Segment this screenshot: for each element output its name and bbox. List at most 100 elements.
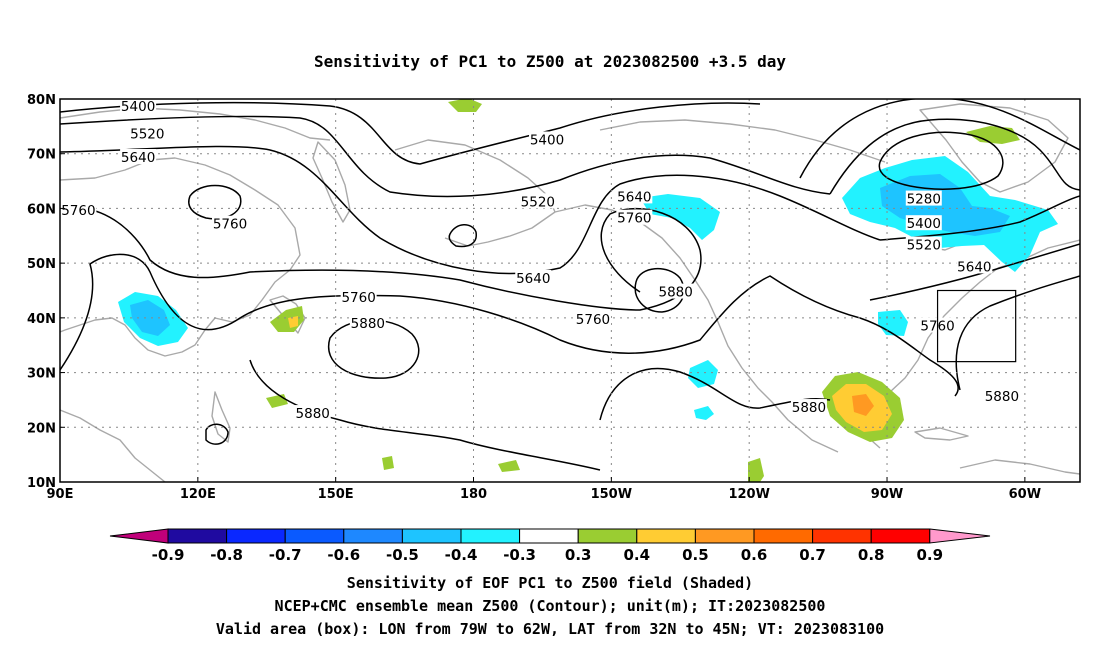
caption-line-2: NCEP+CMC ensemble mean Z500 (Contour); u…: [275, 597, 826, 615]
shade-positive-arctic: [448, 99, 482, 112]
coast-asia: [60, 157, 301, 357]
lat-tick-label: 60N: [27, 202, 56, 217]
contour-5880-east: [955, 275, 1080, 391]
lat-tick-label: 20N: [27, 421, 56, 436]
colorbar-swatch: [167, 528, 228, 544]
lat-tick-label: 70N: [27, 148, 56, 163]
contour-label: 5760: [61, 203, 95, 219]
colorbar-label: -0.6: [327, 546, 360, 564]
contour-5520-west: [60, 115, 831, 198]
contour-5760-cutoff-asia: [188, 184, 242, 220]
colorbar-label: -0.5: [386, 546, 419, 564]
colorbar-swatch: [753, 528, 814, 544]
shade-positive-pacific-dot: [382, 456, 394, 470]
contour-label: 5520: [130, 126, 164, 142]
contour-label: 5640: [516, 271, 550, 287]
shade-positive-greenland: [966, 126, 1020, 144]
lat-tick-label: 50N: [27, 257, 56, 272]
lon-tick-label: 180: [460, 487, 487, 502]
contour-label-bg: [574, 310, 611, 326]
coast-arctic-canada: [599, 119, 886, 163]
contour-label-bg: [212, 215, 248, 231]
coast-indochina: [60, 409, 166, 482]
lon-tick-label: 60W: [1009, 487, 1041, 502]
contour-label-bg: [120, 148, 157, 164]
contour-label: 5400: [530, 132, 564, 148]
shade-negative-gulf-of-alaska: [640, 194, 720, 240]
contour-label: 5640: [121, 150, 155, 166]
lon-tick-label: 150E: [318, 487, 354, 502]
contour-label: 5880: [792, 400, 826, 416]
contour-label-bg: [790, 399, 827, 415]
contour-5520-cutoff: [448, 224, 477, 248]
contour-small-loop: [205, 423, 229, 445]
contour-label-bg: [519, 193, 556, 209]
contour-label: 5760: [617, 211, 651, 227]
contour-label-bg: [120, 99, 157, 114]
colorbar-label: -0.3: [503, 546, 536, 564]
coast-philippines: [211, 391, 231, 443]
contour-5760-east: [869, 243, 1080, 301]
colorbar-swatch: [519, 528, 579, 544]
colorbar-label: 0.6: [741, 546, 768, 564]
colorbar-label: -0.9: [152, 546, 185, 564]
contour-label: 5400: [121, 99, 155, 115]
contour-label-bg: [983, 388, 1020, 404]
colorbar-label: -0.4: [445, 546, 478, 564]
contour-label-bg: [905, 236, 942, 252]
colorbar-swatch: [401, 528, 462, 544]
contour-label-bg: [905, 215, 942, 231]
lon-tick-label: 120W: [728, 487, 769, 502]
contour-label-bg: [349, 314, 386, 330]
colorbar-label: -0.7: [269, 546, 302, 564]
lat-tick-label: 10N: [27, 476, 56, 491]
caption-line-1: Sensitivity of EOF PC1 to Z500 field (Sh…: [347, 574, 753, 592]
lat-tick-label: 40N: [27, 312, 56, 327]
contour-label: 5640: [957, 259, 991, 275]
contour-5760-west: [60, 207, 702, 311]
coast-arctic-asia: [60, 107, 331, 141]
colorbar-label: 0.4: [624, 546, 651, 564]
contour-label-bg: [515, 269, 552, 285]
contour-label: 5520: [521, 194, 555, 210]
contour-label: 5520: [907, 238, 941, 254]
contour-label: 5760: [213, 217, 247, 233]
coast-south-america: [959, 459, 1080, 475]
colorbar-label: 0.3: [565, 546, 592, 564]
colorbar-swatch: [343, 528, 403, 544]
colorbar-swatch: [284, 528, 345, 544]
shade-positive-mexico: [748, 458, 764, 482]
contour-label: 5880: [296, 406, 330, 422]
shade-negative-small: [694, 406, 714, 420]
shade-negative-east-asia-core: [130, 300, 170, 336]
contour-label: 5880: [351, 316, 385, 332]
contour-labels: 5400 5520 5640 5400 5520 5640 5760 5760 5760 5760…: [60, 99, 1020, 422]
contour-label: 5760: [341, 290, 375, 306]
colorbar-swatch: [870, 528, 931, 544]
colorbar: -0.9 -0.8 -0.7 -0.6 -0.5 -0.4 -0.3 0.3 0.4 0.5 0.6…: [109, 528, 991, 564]
shade-positive-gulf-core: [852, 394, 874, 416]
colorbar-swatch: [577, 528, 638, 544]
colorbar-swatch: [694, 528, 755, 544]
contour-label-bg: [956, 258, 993, 274]
contour-5880-main: [60, 253, 959, 397]
colorbar-swatch: [226, 528, 286, 544]
lon-tick-label: 150W: [591, 487, 632, 502]
colorbar-swatch: [460, 528, 521, 544]
colorbar-label: -0.8: [210, 546, 243, 564]
shade-positive-japan-core: [288, 316, 298, 328]
contour-label-bg: [657, 283, 694, 299]
coast-greenland: [919, 103, 1069, 193]
colorbar-swatch: [636, 528, 696, 544]
contour-label-bg: [294, 405, 331, 421]
contour-5400-west: [60, 101, 761, 165]
lon-tick-label: 120E: [180, 487, 216, 502]
contour-label: 5880: [658, 285, 692, 301]
contour-label-bg: [616, 188, 653, 204]
contour-label: 5400: [907, 216, 941, 232]
contour-5280-low: [878, 131, 1004, 190]
contour-5520-east: [799, 99, 1080, 179]
colorbar-over-triangle: [929, 528, 991, 544]
